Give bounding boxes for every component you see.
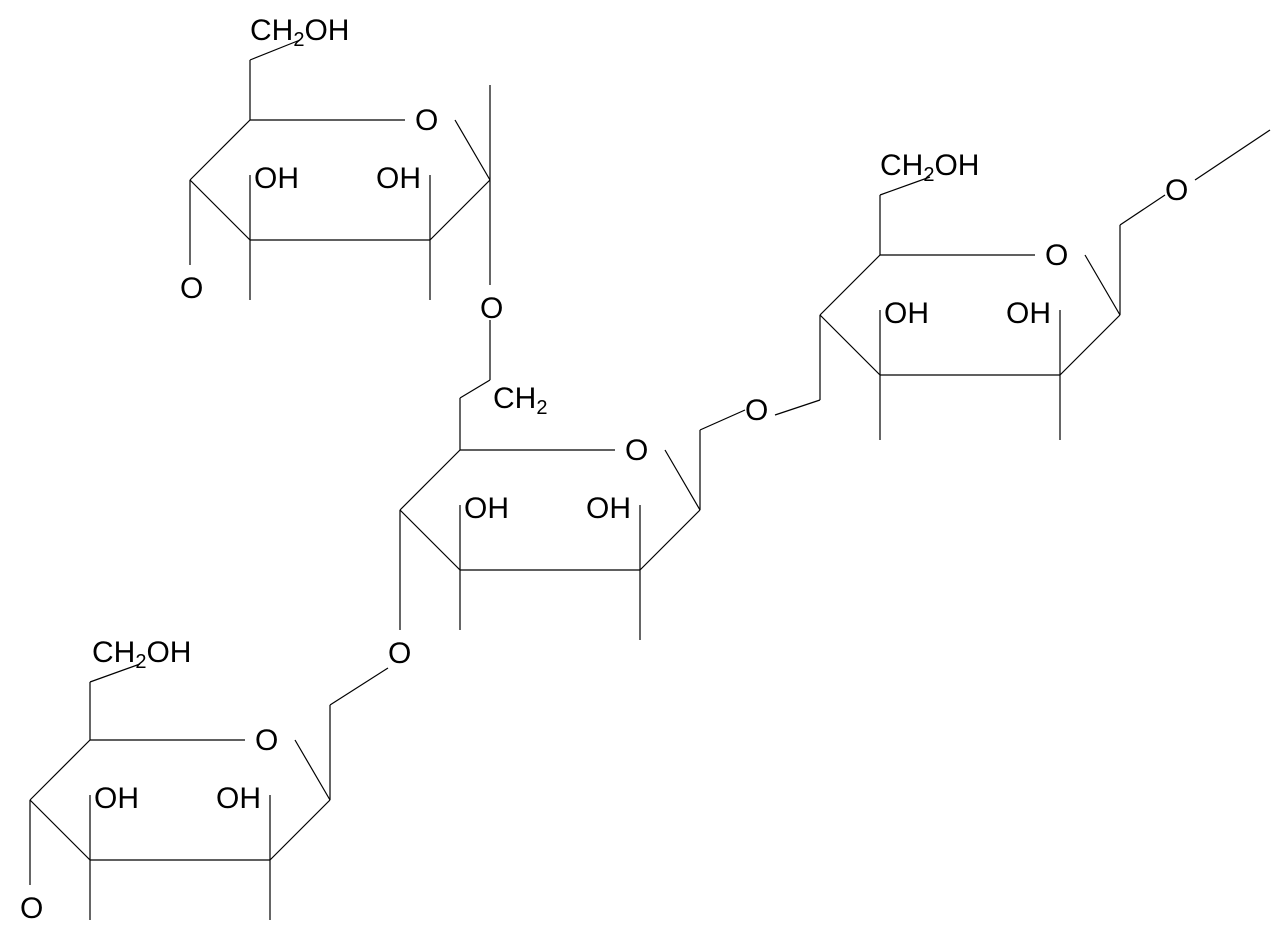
sugar-unit-C: O CH2 OH OH O O [388, 320, 768, 670]
label-C-left-O: O [388, 637, 411, 670]
label-D-CH2OH: CH2OH [880, 149, 979, 186]
ring-oxygen-A: O [415, 104, 438, 137]
label-A-OH-left: OH [254, 162, 299, 195]
sugar-unit-D: O CH2OH OH OH O [775, 130, 1270, 440]
chemical-structure-diagram: O CH2OH OH OH O O O [0, 0, 1287, 926]
label-A-right-O: O [480, 292, 503, 325]
label-A-left-O: O [180, 272, 203, 305]
label-C-OH-right: OH [586, 492, 631, 525]
label-B-CH2OH: CH2OH [92, 636, 191, 673]
label-A-OH-right: OH [376, 162, 421, 195]
sugar-unit-B: O CH2OH OH OH O [20, 636, 388, 925]
label-B-OH-right: OH [216, 782, 261, 815]
label-A-CH2OH: CH2OH [250, 14, 349, 51]
label-C-CH2: CH2 [493, 382, 547, 419]
label-D-OH-left: OH [884, 297, 929, 330]
ring-oxygen-B: O [255, 724, 278, 757]
label-B-OH-left: OH [94, 782, 139, 815]
label-C-right-O: O [745, 394, 768, 427]
ring-oxygen-D: O [1045, 239, 1068, 272]
label-C-OH-left: OH [464, 492, 509, 525]
ring-oxygen-C: O [625, 434, 648, 467]
label-D-right-O: O [1165, 174, 1188, 207]
label-D-OH-right: OH [1006, 297, 1051, 330]
sugar-unit-A: O CH2OH OH OH O O [180, 14, 503, 325]
label-B-left-O: O [20, 892, 43, 925]
